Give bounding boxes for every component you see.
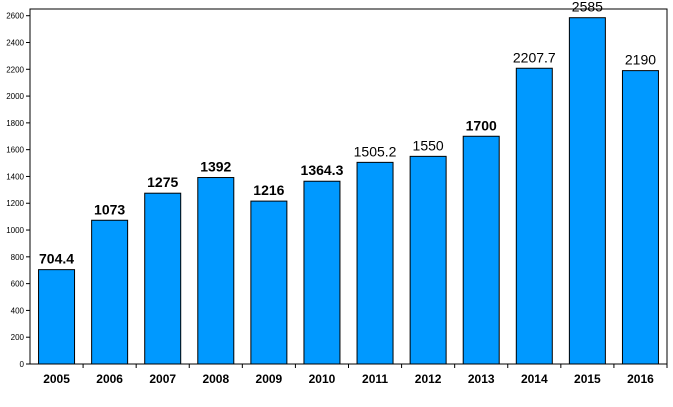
bar-2006 [91, 219, 129, 365]
x-axis: 2005 2006 2007 2008 2009 2010 2011 2012 2013 2014… [43, 364, 668, 386]
x-tick-label-2010: 2010 [309, 372, 336, 386]
y-tick-label: 1400 [6, 172, 24, 181]
data-label-2013: 1700 [466, 117, 497, 133]
bar-2012 [409, 155, 447, 365]
y-axis: 0 200 400 600 800 1000 1200 1400 1600 1800 2000 220… [6, 12, 30, 369]
bar-2010 [303, 180, 341, 365]
data-label-2014: 2207.7 [513, 49, 556, 65]
x-tick-label-2016: 2016 [627, 372, 654, 386]
bar-2009 [250, 200, 288, 365]
x-tick-label-2005: 2005 [43, 372, 70, 386]
y-tick-label: 1200 [6, 199, 24, 208]
bar-2016 [621, 70, 659, 365]
bar-2015 [568, 17, 606, 365]
x-tick-label-2007: 2007 [149, 372, 176, 386]
y-tick-label: 1000 [6, 226, 24, 235]
bar-2013 [462, 135, 500, 365]
y-tick-label: 2600 [6, 12, 24, 21]
x-tick-label-2014: 2014 [521, 372, 548, 386]
bar-2011 [356, 161, 394, 365]
x-tick-label-2006: 2006 [96, 372, 123, 386]
data-label-2011: 1505.2 [354, 143, 397, 159]
data-label-2015: 2585 [572, 0, 603, 15]
data-label-2008: 1392 [200, 159, 231, 175]
y-tick-label: 0 [20, 360, 25, 369]
x-tick-label-2008: 2008 [202, 372, 229, 386]
y-tick-label: 400 [11, 306, 25, 315]
x-tick-label-2012: 2012 [415, 372, 442, 386]
y-tick-label: 600 [11, 280, 25, 289]
data-label-2005: 704.4 [39, 251, 74, 267]
y-tick-label: 2200 [6, 65, 24, 74]
data-label-2010: 1364.3 [301, 162, 344, 178]
bars [38, 17, 659, 365]
data-label-2007: 1275 [147, 174, 178, 190]
x-tick-label-2009: 2009 [256, 372, 283, 386]
x-tick-label-2011: 2011 [362, 372, 388, 386]
data-labels: 704.4 1073 1275 1392 1216 1364.3 1505.2 1550 170… [39, 0, 656, 267]
x-tick-label-2015: 2015 [574, 372, 601, 386]
y-tick-label: 2400 [6, 38, 24, 47]
y-tick-label: 1600 [6, 146, 24, 155]
bar-2014 [515, 67, 553, 365]
data-label-2009: 1216 [253, 182, 284, 198]
bar-2008 [197, 177, 235, 365]
data-label-2016: 2190 [625, 52, 656, 68]
bar-2007 [144, 192, 182, 365]
plot-area [29, 8, 668, 365]
bar-2005 [38, 269, 76, 365]
y-tick-label: 2000 [6, 92, 24, 101]
y-tick-label: 1800 [6, 119, 24, 128]
data-label-2012: 1550 [413, 137, 444, 153]
x-tick-label-2013: 2013 [468, 372, 495, 386]
y-tick-label: 800 [11, 253, 25, 262]
y-tick-label: 200 [11, 333, 25, 342]
data-label-2006: 1073 [94, 201, 125, 217]
